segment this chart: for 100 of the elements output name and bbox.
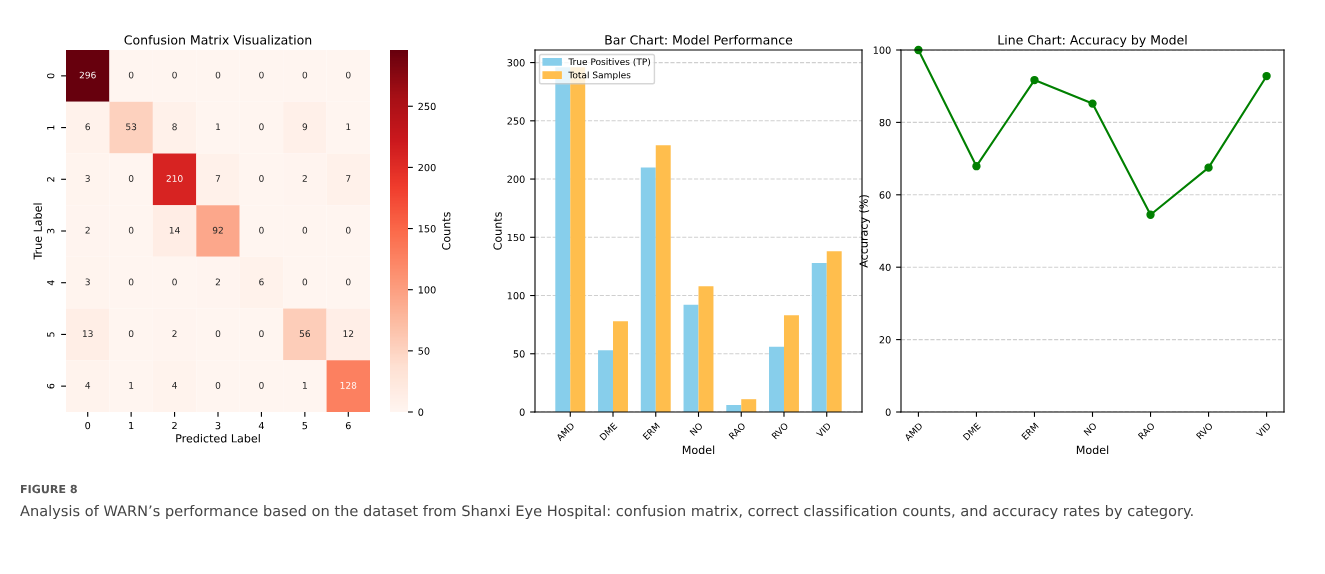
y-tick-label: 150 <box>507 233 525 242</box>
x-tick-label: VID <box>815 422 832 438</box>
data-label: 0 <box>346 278 351 286</box>
x-tick-label: NO <box>1083 422 1098 436</box>
y-tick-label: 300 <box>507 59 525 67</box>
y-tick-label: 250 <box>507 117 525 125</box>
data-label: 7 <box>346 175 351 182</box>
data-label: 56 <box>299 330 311 338</box>
chart-title: Line Chart: Accuracy by Model <box>998 34 1187 48</box>
data-label: 12 <box>343 330 354 337</box>
color-bar-label: 200 <box>418 163 436 172</box>
data-label: 1 <box>129 382 134 389</box>
data-label: 0 <box>259 71 264 79</box>
data-label: 4 <box>85 382 91 389</box>
data-label: 3 <box>85 278 90 286</box>
y-tick-label: 0 <box>885 408 891 416</box>
data-label: 0 <box>259 226 264 234</box>
data-label: 4 <box>172 382 177 389</box>
x-tick-label: 3 <box>215 421 221 430</box>
y-tick-label: 6 <box>47 383 55 389</box>
data-label: 1 <box>346 123 351 131</box>
color-bar-label: 50 <box>418 347 430 355</box>
y-tick-label: 100 <box>873 46 891 54</box>
y-tick-label: 4 <box>47 280 55 286</box>
data-label: 0 <box>259 330 264 338</box>
x-tick-label: 2 <box>172 421 177 430</box>
color-bar-label: 100 <box>418 286 436 294</box>
x-tick-label: 0 <box>85 421 91 430</box>
data-label: 2 <box>215 278 220 286</box>
x-tick-label: 1 <box>129 422 134 430</box>
y-tick-label: 5 <box>47 332 55 337</box>
caption: FIGURE 8 <box>21 484 77 494</box>
color-bar-label: 250 <box>418 102 436 111</box>
y-tick-label: 0 <box>519 408 525 416</box>
color-bar-title: Counts <box>442 212 451 250</box>
data-label: 2 <box>85 226 90 234</box>
data-label: 0 <box>259 175 264 182</box>
x-axis-title: Model <box>682 445 715 455</box>
data-label: 0 <box>128 330 134 338</box>
x-tick-label: VID <box>1255 422 1272 438</box>
data-label: 0 <box>215 71 221 79</box>
text: Analysis of WARN’s performance based on the dataset from Shanxi Eye Hospital: confusion matrix, correct classification counts, and accuracy rates by category. <box>20 505 1193 520</box>
data-label: 0 <box>302 278 308 286</box>
data-label: 0 <box>302 71 308 79</box>
data-label: 0 <box>128 226 134 234</box>
y-tick-label: 100 <box>507 292 525 300</box>
data-label: 0 <box>346 71 351 79</box>
data-label: 92 <box>212 226 223 234</box>
y-tick-label: 2 <box>47 177 55 182</box>
y-tick-label: 3 <box>47 228 55 234</box>
y-axis-title: Accuracy (%) <box>859 195 870 268</box>
data-label: 6 <box>259 278 264 286</box>
data-label: 0 <box>215 330 221 338</box>
legend-label: Total Samples <box>568 71 631 81</box>
data-label: 128 <box>340 381 357 389</box>
x-tick-label: NO <box>689 422 704 436</box>
y-tick-label: 20 <box>879 336 891 344</box>
data-label: 1 <box>216 123 221 131</box>
data-label: 0 <box>302 226 308 234</box>
color-bar-label: 0 <box>418 408 424 416</box>
data-label: 0 <box>172 71 177 79</box>
y-axis-title: Counts <box>493 212 502 250</box>
x-tick-label: 5 <box>302 422 308 430</box>
y-tick-label: 0 <box>47 73 55 79</box>
data-label: 0 <box>346 226 351 234</box>
data-label: 296 <box>79 71 96 79</box>
x-tick-label: 6 <box>345 421 351 430</box>
y-tick-label: 80 <box>879 118 891 127</box>
x-axis-title: Model <box>1076 445 1109 455</box>
data-label: 8 <box>172 123 177 131</box>
y-tick-label: 60 <box>879 191 891 199</box>
chart-title: Confusion Matrix Visualization <box>124 34 312 45</box>
data-label: 6 <box>85 123 91 131</box>
data-label: 2 <box>172 330 177 337</box>
data-label: 0 <box>215 381 221 389</box>
chart-title: Bar Chart: Model Performance <box>605 34 793 45</box>
x-tick-label: 4 <box>258 422 264 430</box>
data-label: 210 <box>166 175 183 182</box>
data-label: 13 <box>82 330 93 338</box>
y-tick-label: 40 <box>879 263 891 272</box>
data-label: 0 <box>128 71 134 79</box>
data-label: 0 <box>172 278 177 286</box>
data-label: 3 <box>85 175 90 182</box>
legend-label: True Positives (TP) <box>568 58 651 67</box>
data-label: 0 <box>128 278 134 286</box>
data-label: 0 <box>259 123 264 131</box>
y-tick-label: 1 <box>47 125 55 130</box>
data-label: 7 <box>215 175 221 182</box>
color-bar-label: 150 <box>418 225 436 233</box>
y-tick-label: 50 <box>513 350 525 358</box>
x-axis-title: Predicted Label <box>176 433 260 443</box>
data-label: 1 <box>302 382 307 389</box>
y-axis-title: True Label <box>33 203 42 260</box>
data-label: 9 <box>302 123 308 131</box>
data-label: 14 <box>169 226 180 234</box>
data-label: 0 <box>259 381 264 389</box>
data-label: 53 <box>126 123 137 131</box>
data-label: 2 <box>302 175 307 182</box>
data-label: 0 <box>128 175 134 182</box>
y-tick-label: 200 <box>507 175 525 183</box>
